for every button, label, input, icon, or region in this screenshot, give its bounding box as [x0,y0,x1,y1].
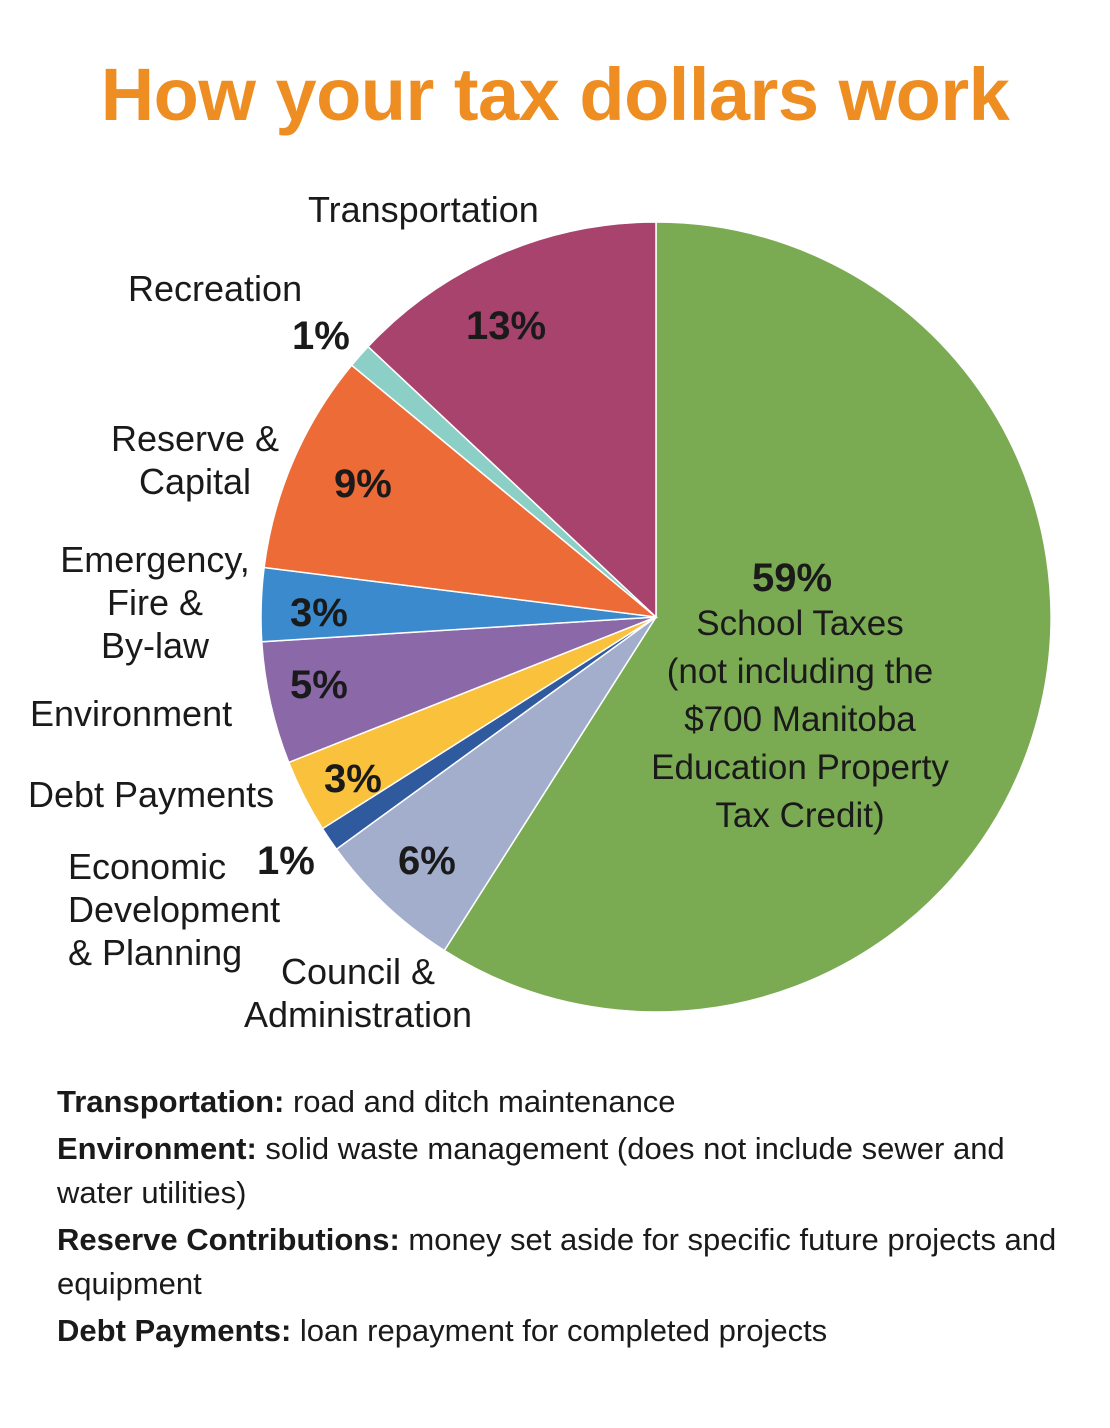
label-school-line3: $700 Manitoba [684,700,916,739]
pct-economic: 1% [257,839,315,883]
label-school-line1: School Taxes [696,604,904,643]
note-text: loan repayment for completed projects [291,1313,828,1348]
note-term: Environment: [57,1131,257,1166]
chart-title: How your tax dollars work [100,53,1010,136]
label-school-line5: Tax Credit) [715,796,885,835]
label-reserve-capital: Reserve & Capital [110,417,280,503]
label-council-line1: Council & [280,951,436,992]
pie-slice-school [443,221,1052,1013]
label-economic-line1: Economic [68,846,227,887]
pie-chart [260,221,1052,1013]
label-emergency-line3: By-law [100,625,210,666]
label-school-line2: (not including the [666,652,934,691]
note-text: solid waste management (does not include… [57,1131,1005,1210]
note-text: money set aside for specific future proj… [57,1222,1057,1301]
note-transportation: Transportation: road and ditch maintenan… [57,1080,1067,1124]
pct-environment: 5% [290,663,348,707]
pie-slice-reserve [263,364,659,619]
note-term: Transportation: [57,1084,285,1119]
label-economic-line3: & Planning [68,932,243,973]
label-debt-payments: Debt Payments [28,774,275,815]
label-emergency-line1: Emergency, [60,539,250,580]
label-school-line4: Education Property [651,748,949,787]
label-economic-line2: Development [68,889,281,930]
label-council-line2: Administration [243,994,473,1035]
note-environment: Environment: solid waste management (doe… [57,1127,1067,1215]
pct-emergency: 3% [290,591,348,635]
pct-transportation: 13% [466,304,547,348]
note-text: road and ditch maintenance [284,1084,676,1119]
label-reserve-line2: Capital [138,461,252,502]
pct-school: 59% [752,556,833,600]
note-reserve-contributions: Reserve Contributions: money set aside f… [57,1218,1067,1306]
label-recreation: Recreation [128,268,303,309]
label-reserve-line1: Reserve & [110,418,280,459]
pct-debt: 3% [324,757,382,801]
pie-slice-transportation [366,221,657,619]
note-debt-payments: Debt Payments: loan repayment for comple… [57,1309,1067,1353]
pie-slice-council [335,616,657,952]
label-emergency: Emergency, Fire & By-law [55,538,255,667]
pct-reserve: 9% [334,462,392,506]
note-term: Reserve Contributions: [57,1222,400,1257]
label-school-taxes: School Taxes (not including the $700 Man… [620,600,980,840]
label-economic-development: Economic Development & Planning [68,845,280,974]
definitions: Transportation: road and ditch maintenan… [57,1080,1067,1356]
label-transportation: Transportation [308,189,539,230]
pct-recreation: 1% [292,314,350,358]
label-emergency-line2: Fire & [106,582,203,623]
label-environment: Environment [30,693,233,734]
label-council-administration: Council & Administration [232,950,484,1036]
note-term: Debt Payments: [57,1313,292,1348]
pct-council: 6% [398,839,456,883]
